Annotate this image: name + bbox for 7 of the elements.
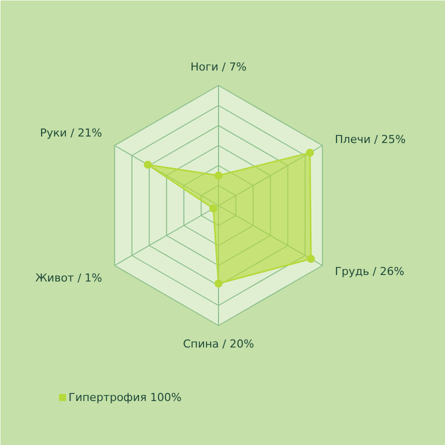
spoke-label: Живот / 1%: [35, 272, 102, 284]
spoke-label: Руки / 21%: [40, 126, 102, 140]
spoke-label: Ноги / 7%: [190, 60, 247, 74]
spoke-label: Спина / 20%: [182, 338, 254, 350]
legend-label: Гипертрофия 100%: [68, 391, 182, 404]
spoke-label: Грудь / 26%: [334, 265, 404, 278]
spoke-label: Плечи / 25%: [334, 133, 406, 146]
